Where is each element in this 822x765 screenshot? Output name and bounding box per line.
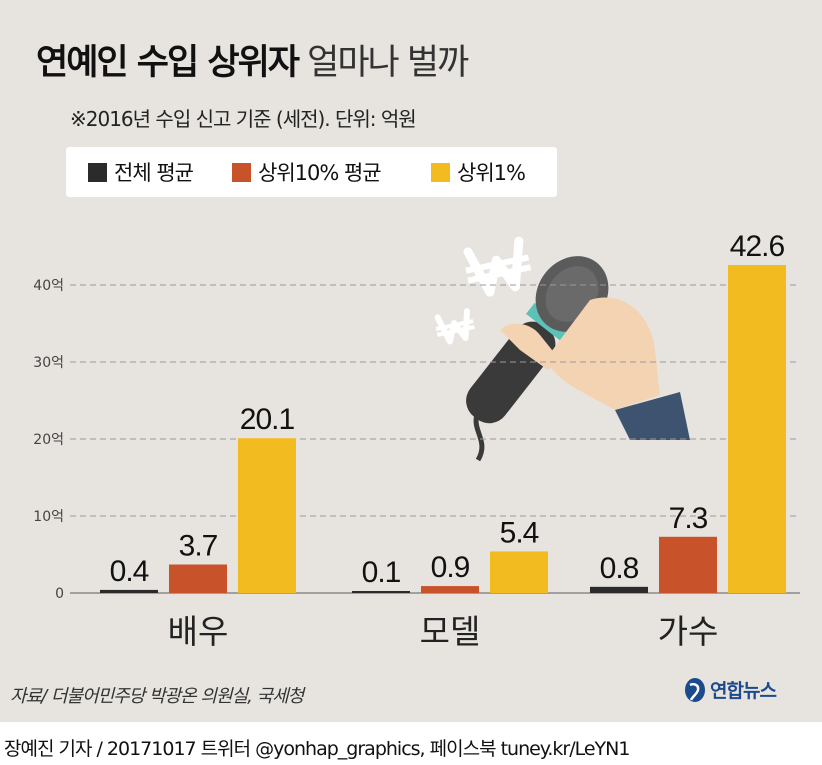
- legend-label-top10: 상위10% 평균: [258, 161, 382, 185]
- bar: [590, 586, 648, 593]
- bar: [100, 589, 158, 593]
- data-label: 42.6: [730, 230, 785, 263]
- bar: [728, 264, 786, 593]
- legend-item-top1: 상위1%: [431, 147, 526, 197]
- source-note: 자료/ 더불어민주당 박광온 의원실, 국세청: [10, 686, 304, 707]
- legend-item-top10: 상위10% 평균: [232, 147, 382, 197]
- data-label: 3.7: [179, 530, 218, 563]
- won-sign-icon-large: [463, 236, 532, 297]
- bar: [169, 564, 227, 593]
- legend-label-all: 전체 평균: [114, 161, 194, 185]
- category-labels: 배우 모델 가수: [168, 612, 719, 651]
- title-bold: 연예인 수입 상위자: [36, 43, 300, 83]
- data-label: 5.4: [500, 516, 539, 549]
- category-label: 모델: [420, 612, 481, 651]
- bar-chart: 0 10억 20억 30억 40억 0.4 3.7 20.1 0.1 0.9 5.4 0.8 7.3 4…: [33, 230, 800, 651]
- y-tick-label: 10억: [33, 509, 64, 525]
- thumb-icon: [500, 323, 560, 370]
- y-tick-label: 20억: [33, 432, 64, 448]
- data-label: 0.4: [110, 555, 149, 588]
- legend-swatch-top10: [232, 162, 251, 182]
- page-title: 연예인 수입 상위자 얼마나 벌까: [36, 34, 469, 85]
- y-tick-label: 0: [55, 586, 64, 602]
- chart-panel: [0, 0, 822, 722]
- won-sign-icon-small: [434, 308, 475, 345]
- legend-item-all: 전체 평균: [88, 147, 194, 197]
- legend-label-top1: 상위1%: [457, 161, 526, 185]
- bar: [659, 536, 717, 593]
- data-label: 0.9: [431, 551, 470, 584]
- yonhap-logo-text: 연합뉴스: [710, 680, 777, 702]
- category-label: 가수: [658, 612, 719, 651]
- chart-legend: 전체 평균 상위10% 평균 상위1%: [66, 147, 557, 197]
- microphone-illustration: [434, 236, 690, 462]
- bars: [100, 264, 786, 593]
- bar: [352, 591, 410, 593]
- legend-swatch-top1: [431, 162, 450, 182]
- chart-subtitle: ※2016년 수입 신고 기준 (세전). 단위: 억원: [70, 107, 417, 131]
- category-label: 배우: [168, 612, 229, 651]
- bar: [421, 586, 479, 593]
- hand-icon: [545, 297, 660, 410]
- data-label: 20.1: [240, 403, 295, 436]
- y-tick-label: 40억: [33, 278, 64, 294]
- data-labels: 0.4 3.7 20.1 0.1 0.9 5.4 0.8 7.3 42.6: [110, 230, 786, 589]
- bar: [490, 551, 548, 593]
- credit-line: 장예진 기자 / 20171017 트위터 @yonhap_graphics, …: [4, 738, 630, 760]
- yonhap-logo: 연합뉴스: [684, 676, 777, 703]
- yonhap-logo-icon: [685, 677, 705, 702]
- y-tick-label: 30억: [33, 355, 64, 371]
- title-light: 얼마나 벌까: [307, 43, 469, 83]
- sleeve-icon: [615, 392, 690, 440]
- legend-swatch-all: [88, 162, 107, 182]
- y-tick-labels: 0 10억 20억 30억 40억: [33, 278, 64, 602]
- data-label: 7.3: [669, 502, 708, 535]
- data-label: 0.1: [362, 556, 401, 589]
- data-label: 0.8: [600, 552, 639, 585]
- bar: [238, 438, 296, 593]
